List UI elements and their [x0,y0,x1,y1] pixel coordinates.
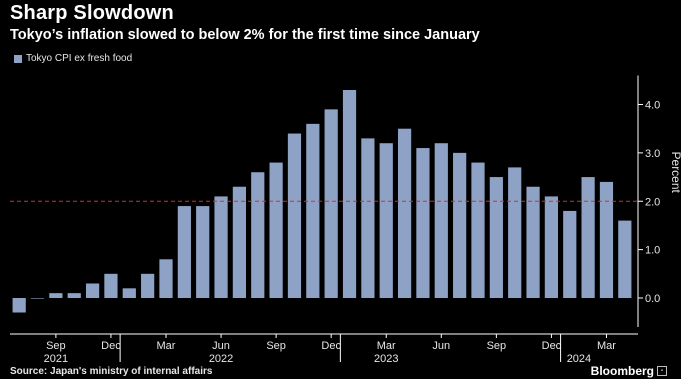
bar-oct-2023 [508,167,522,298]
bloomberg-logo: Bloomberg ▪ [591,364,667,378]
bar-aug-2022 [251,172,265,298]
legend-label: Tokyo CPI ex fresh food [26,53,133,64]
x-tick-label: Sep [46,340,66,352]
bar-jul-2021 [12,298,26,313]
bar-sep-2022 [269,162,283,298]
bar-nov-2021 [85,283,100,298]
bar-apr-2024 [618,220,632,298]
bar-may-2023 [416,148,430,298]
bar-mar-2022 [159,259,173,298]
bar-mar-2024 [599,181,614,298]
bar-feb-2024 [581,177,595,298]
bar-dec-2023 [544,196,559,298]
y-tick-label: 3.0 [645,148,660,160]
x-tick-label: Mar [597,340,616,352]
bar-jul-2022 [232,186,247,298]
bar-sep-2021 [49,293,63,298]
x-year-label: 2022 [209,353,233,365]
x-year-label: 2023 [374,353,398,365]
bar-jun-2022 [214,196,228,298]
bar-oct-2022 [287,133,302,298]
x-year-label: 2021 [44,353,68,365]
brand-name: Bloomberg [590,364,654,378]
bar-oct-2021 [67,293,81,298]
chart-subtitle: Tokyo’s inflation slowed to below 2% for… [10,27,480,43]
bloomberg-mark-icon: ▪ [657,366,667,376]
bar-jan-2024 [563,210,577,298]
bar-jun-2023 [434,143,448,298]
x-tick-label: Dec [101,340,121,352]
x-tick-label: Jun [432,340,450,352]
legend-swatch [14,54,22,63]
bar-dec-2021 [104,273,118,298]
x-tick-label: Sep [266,340,286,352]
source-note: Source: Japan's ministry of internal aff… [10,366,213,377]
bar-nov-2022 [306,123,320,298]
bar-apr-2023 [397,128,412,298]
bar-sep-2023 [489,177,503,298]
x-tick-label: Dec [321,340,341,352]
bar-apr-2022 [177,206,191,298]
x-year-label: 2024 [567,353,591,365]
x-tick-label: Dec [542,340,562,352]
y-tick-label: 2.0 [645,196,660,208]
bar-jan-2023 [342,90,357,298]
bar-nov-2023 [526,186,540,298]
y-tick-label: 0.0 [645,293,660,305]
bar-may-2022 [196,206,210,298]
bar-jan-2022 [122,288,136,298]
bar-aug-2021 [30,298,45,299]
bar-jul-2023 [453,152,467,298]
y-axis-title: Percent [669,152,681,194]
chart-legend: Tokyo CPI ex fresh food [14,53,132,64]
x-tick-label: Mar [377,340,396,352]
chart-title: Sharp Slowdown [10,2,174,24]
bar-dec-2022 [324,109,338,298]
y-tick-label: 1.0 [645,245,660,257]
bar-mar-2023 [379,143,393,298]
x-tick-label: Mar [157,340,176,352]
bar-feb-2022 [141,273,155,298]
bar-feb-2023 [361,138,375,298]
x-tick-label: Sep [487,340,507,352]
x-tick-label: Jun [212,340,230,352]
y-tick-label: 4.0 [645,100,660,112]
bar-aug-2023 [471,162,485,298]
